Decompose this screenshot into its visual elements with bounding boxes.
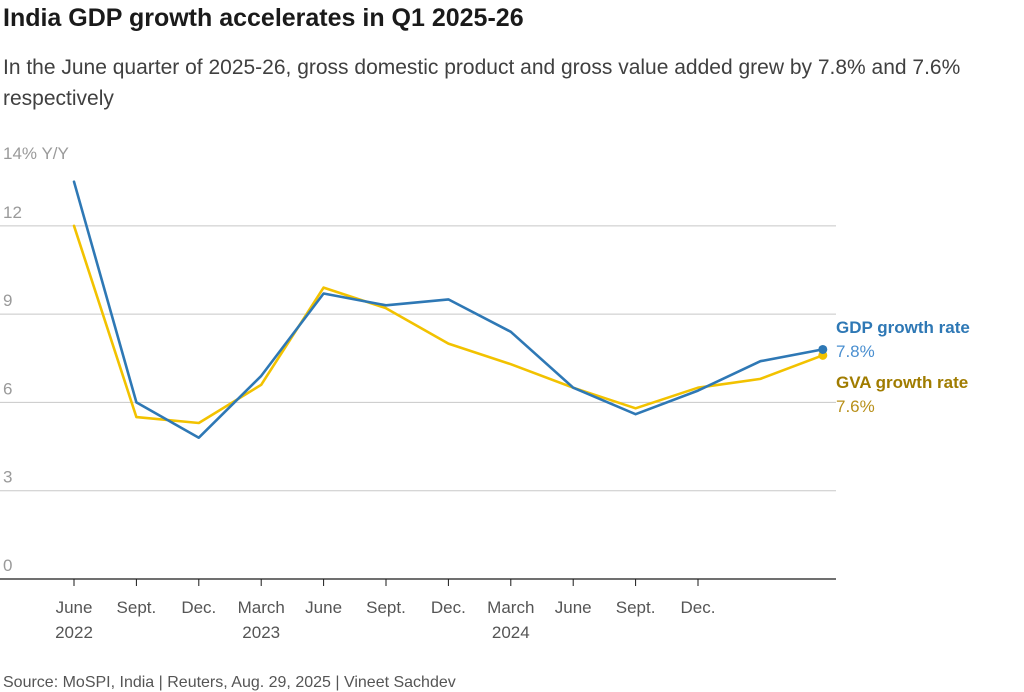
x-tick-year-label: 2024 [492, 623, 530, 642]
x-tick-label: June [56, 598, 93, 617]
x-tick-year-label: 2023 [242, 623, 280, 642]
series-legend-label: GVA growth rate [836, 373, 968, 392]
x-tick-label: Sept. [616, 598, 656, 617]
y-tick-label: 9 [3, 291, 12, 310]
x-tick-label: Sept. [366, 598, 406, 617]
series-end-value-label: 7.8% [836, 342, 875, 361]
x-tick-label: Dec. [431, 598, 466, 617]
y-tick-label: 6 [3, 379, 12, 398]
series-line-gva-growth-rate [72, 224, 825, 425]
series-legend-label: GDP growth rate [836, 318, 970, 337]
y-tick-label: 14% Y/Y [3, 144, 69, 163]
x-tick-label: Sept. [117, 598, 157, 617]
x-tick-label: June [305, 598, 342, 617]
x-tick-label: March [487, 598, 534, 617]
x-tick-label: March [238, 598, 285, 617]
chart-subtitle: In the June quarter of 2025-26, gross do… [3, 56, 961, 110]
x-tick-label: Dec. [181, 598, 216, 617]
source-note: Source: MoSPI, India | Reuters, Aug. 29,… [3, 674, 456, 691]
y-tick-label: 0 [3, 556, 12, 575]
y-tick-label: 12 [3, 203, 22, 222]
series-end-point-gdp-growth-rate [818, 344, 828, 354]
x-tick-label: June [555, 598, 592, 617]
x-tick-label: Dec. [681, 598, 716, 617]
series-end-value-label: 7.6% [836, 397, 875, 416]
series-line-gdp-growth-rate [72, 180, 825, 440]
y-tick-label: 3 [3, 468, 12, 487]
x-tick-year-label: 2022 [55, 623, 93, 642]
chart-title: India GDP growth accelerates in Q1 2025-… [3, 4, 524, 32]
